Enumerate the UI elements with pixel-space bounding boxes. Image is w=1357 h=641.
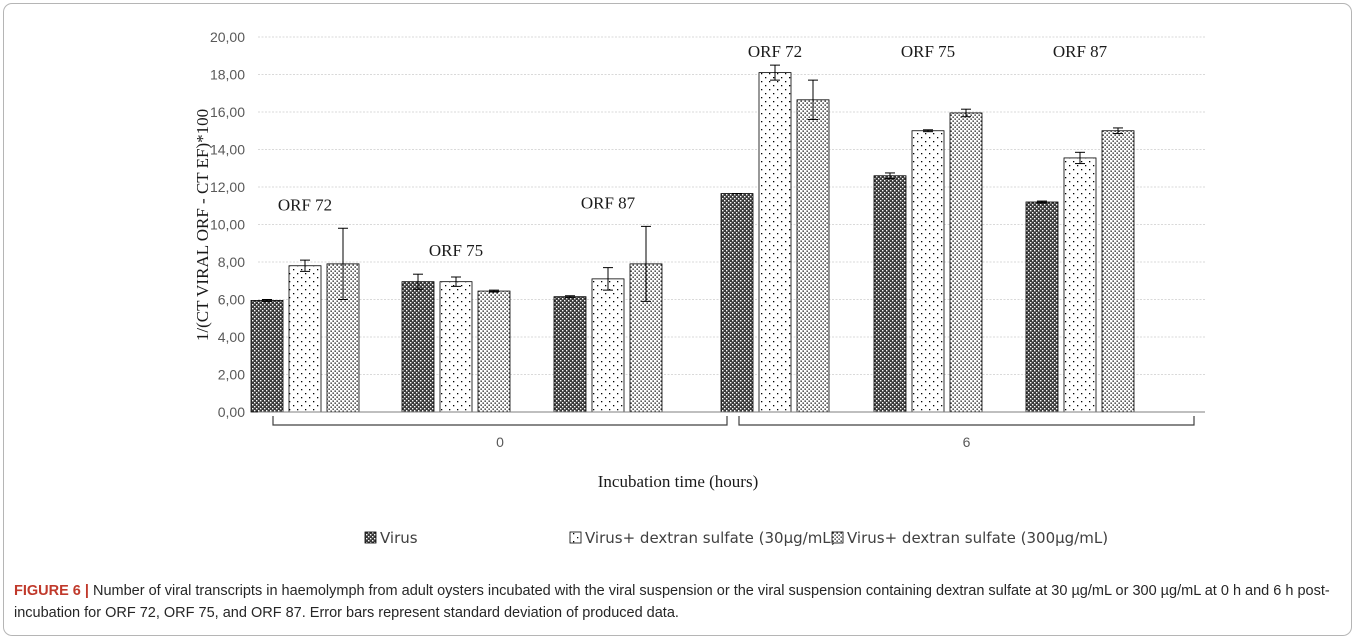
bar [1025, 201, 1059, 413]
bar [796, 99, 830, 413]
legend-label: Virus+ dextran sulfate (300µg/mL) [847, 529, 1108, 547]
y-tick-label: 12,00 [210, 179, 245, 195]
x-axis-title: Incubation time (hours) [598, 472, 759, 491]
bar [288, 265, 322, 413]
legend-swatch [364, 531, 377, 544]
bar [401, 281, 435, 413]
y-tick-label: 0,00 [218, 404, 245, 420]
bar [720, 193, 754, 413]
y-tick-label: 2,00 [218, 367, 245, 383]
y-axis-ticks: 0,00 2,00 4,00 6,00 8,00 10,00 12,00 14,00 16,00… [210, 29, 245, 420]
y-tick-label: 16,00 [210, 104, 245, 120]
bar [1063, 157, 1097, 413]
bar [911, 130, 945, 413]
group-bracket [272, 416, 728, 426]
bar [758, 72, 792, 413]
orf-group-label: ORF 72 [278, 195, 332, 214]
bar [477, 290, 511, 413]
bar [439, 281, 473, 413]
bar [949, 112, 983, 413]
y-tick-label: 6,00 [218, 292, 245, 308]
y-tick-label: 4,00 [218, 329, 245, 345]
legend-swatch [569, 531, 582, 544]
bar [250, 300, 284, 413]
orf-labels: ORF 72 ORF 75 ORF 87 ORF 72 ORF 75 ORF 87 [278, 42, 1108, 260]
orf-group-label: ORF 87 [581, 193, 636, 212]
bar [1101, 130, 1135, 413]
orf-group-label: ORF 75 [429, 241, 483, 260]
y-tick-label: 20,00 [210, 29, 245, 45]
bar [591, 278, 625, 413]
legend-swatch [831, 531, 844, 544]
x-tick-label: 6 [963, 434, 971, 450]
orf-group-label: ORF 72 [748, 42, 802, 61]
y-tick-label: 14,00 [210, 142, 245, 158]
orf-group-label: ORF 75 [901, 42, 955, 61]
caption-text: Number of viral transcripts in haemolymp… [14, 583, 1330, 621]
x-tick-label: 0 [496, 434, 504, 450]
group-bracket [738, 416, 1195, 426]
figure-caption: FIGURE 6 | Number of viral transcripts i… [14, 580, 1344, 624]
y-tick-label: 8,00 [218, 254, 245, 270]
legend-label: Virus+ dextran sulfate (30µg/mL) [585, 529, 837, 547]
caption-label: FIGURE 6 | [14, 583, 89, 599]
y-axis-title: 1/(CT VIRAL ORF - CT EF)*100 [193, 109, 212, 341]
y-tick-label: 18,00 [210, 67, 245, 83]
legend-label: Virus [380, 529, 418, 547]
bar [873, 175, 907, 413]
legend: Virus Virus+ dextran sulfate (30µg/mL) Vir… [364, 529, 1108, 547]
orf-group-label: ORF 87 [1053, 42, 1108, 61]
bar [553, 296, 587, 413]
bar-chart: 0,00 2,00 4,00 6,00 8,00 10,00 12,00 14,00 16,00… [193, 29, 1205, 547]
bars [250, 64, 1135, 413]
y-tick-label: 10,00 [210, 217, 245, 233]
